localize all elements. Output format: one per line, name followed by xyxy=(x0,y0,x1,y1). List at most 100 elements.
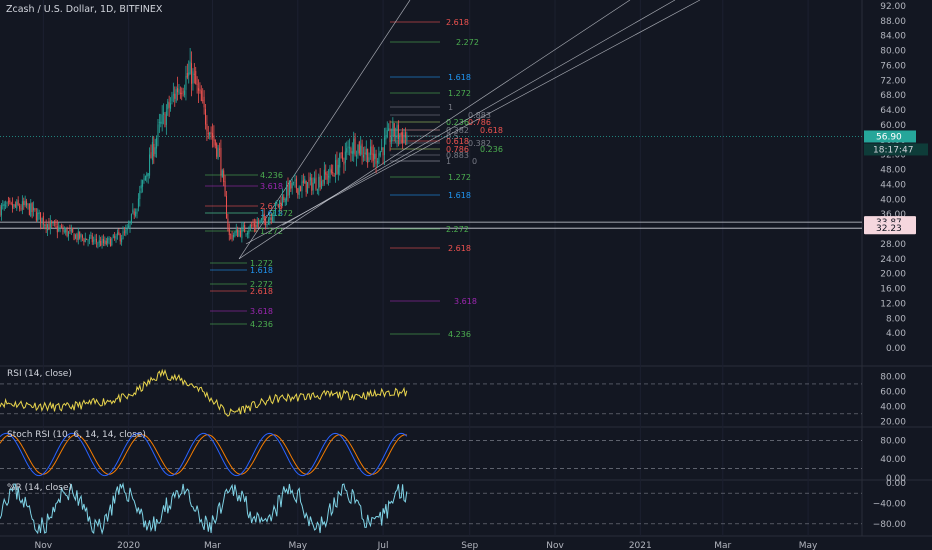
fib-level-label: 3.618 xyxy=(250,307,273,316)
candle xyxy=(298,185,300,200)
candle xyxy=(206,115,208,142)
time-axis[interactable]: Nov 2020 Mar May Jul Sep Nov 2021 Mar May xyxy=(35,541,818,550)
candle xyxy=(388,123,390,132)
candle xyxy=(105,237,107,246)
candle xyxy=(354,133,356,157)
candle xyxy=(68,230,70,241)
candle xyxy=(375,149,377,174)
trend-line[interactable] xyxy=(238,0,631,260)
fib-level-label: 2.272 xyxy=(446,225,469,234)
candle xyxy=(232,232,234,241)
candle xyxy=(114,232,116,241)
rsi-pane[interactable]: 80.00 60.00 40.00 20.00 xyxy=(0,368,906,427)
fib-level-label: 0.786 xyxy=(468,118,491,127)
candle xyxy=(385,127,387,145)
fib-level-label: 0.5 xyxy=(446,132,459,141)
candle xyxy=(100,236,102,247)
candle xyxy=(277,204,279,208)
time-axis-label: 2021 xyxy=(629,541,652,550)
candle xyxy=(63,226,65,234)
trend-lines[interactable] xyxy=(238,0,701,260)
candle xyxy=(161,105,163,132)
candle xyxy=(365,140,367,163)
candle xyxy=(52,220,54,227)
candle xyxy=(27,202,29,210)
trend-line[interactable] xyxy=(238,0,411,259)
candle xyxy=(308,172,310,189)
fib-level-label: 1.272 xyxy=(250,259,273,268)
candle xyxy=(157,119,159,147)
candle xyxy=(122,226,124,240)
candle xyxy=(389,120,391,152)
candle xyxy=(192,68,194,91)
candle xyxy=(123,227,125,236)
fib-level-label: 0 xyxy=(472,157,477,166)
candle xyxy=(91,232,93,245)
candle xyxy=(395,127,397,143)
fib-level-label: 3.618 xyxy=(454,297,477,306)
price-tick: 12.00 xyxy=(880,299,906,309)
williams-r-pane[interactable]: 0.00 −40.00 −80.00 xyxy=(0,479,906,535)
price-axis[interactable]: 92.00 88.00 84.00 80.00 76.00 72.00 68.00 64.00… xyxy=(864,2,928,354)
candle xyxy=(309,172,311,186)
candle xyxy=(325,164,327,180)
candle xyxy=(200,85,202,102)
trend-line[interactable] xyxy=(245,0,701,245)
candle xyxy=(305,180,307,197)
candle xyxy=(47,223,49,237)
fib-level-label: 0.236 xyxy=(446,118,469,127)
level-price-badge xyxy=(864,222,916,235)
candle xyxy=(191,51,193,97)
candle xyxy=(404,127,406,146)
candle xyxy=(175,86,177,103)
candle xyxy=(344,142,346,171)
candle xyxy=(402,127,404,150)
candle xyxy=(137,193,139,212)
candle xyxy=(95,233,97,248)
candle xyxy=(189,48,191,75)
time-axis-label: May xyxy=(799,541,818,550)
candle xyxy=(151,135,153,165)
fib-level-label: 4.236 xyxy=(250,320,273,329)
candle xyxy=(262,209,264,225)
candle xyxy=(174,86,176,107)
candle xyxy=(210,126,212,140)
candle xyxy=(241,221,243,243)
candle xyxy=(266,223,268,228)
candle xyxy=(374,147,376,168)
candle xyxy=(371,139,373,163)
candle xyxy=(276,200,278,206)
stoch-rsi-pane[interactable]: 80.00 40.00 0.00 xyxy=(0,432,906,484)
candle xyxy=(26,198,28,209)
indicator-tick: 40.00 xyxy=(880,402,906,412)
fib-level-label: 0.236 xyxy=(480,145,503,154)
candle xyxy=(225,190,227,219)
trend-line[interactable] xyxy=(282,0,676,226)
candle xyxy=(12,197,14,213)
candle xyxy=(364,146,366,161)
candle xyxy=(300,185,302,192)
candle xyxy=(251,221,253,229)
candle xyxy=(396,122,398,148)
fib-level-label: 0.382 xyxy=(468,139,491,148)
time-axis-label: Nov xyxy=(546,541,564,550)
candle xyxy=(234,231,236,238)
fib-level-label: 2.618 xyxy=(448,244,471,253)
fib-level-label: 0.618 xyxy=(480,126,503,135)
candle xyxy=(336,151,338,175)
price-tick: 60.00 xyxy=(880,121,906,131)
candle xyxy=(48,218,50,231)
time-axis-label: Jul xyxy=(377,541,389,550)
candle xyxy=(119,233,121,245)
candle xyxy=(315,169,317,191)
rsi-label: RSI (14, close) xyxy=(7,369,72,379)
stoch-rsi-label: Stoch RSI (10, 6, 14, 14, close) xyxy=(7,430,146,440)
candle xyxy=(139,185,141,207)
candle xyxy=(126,224,128,235)
candle xyxy=(62,224,64,235)
candle xyxy=(73,233,75,241)
candle xyxy=(227,213,229,232)
candle xyxy=(168,95,170,117)
candle xyxy=(132,203,134,215)
